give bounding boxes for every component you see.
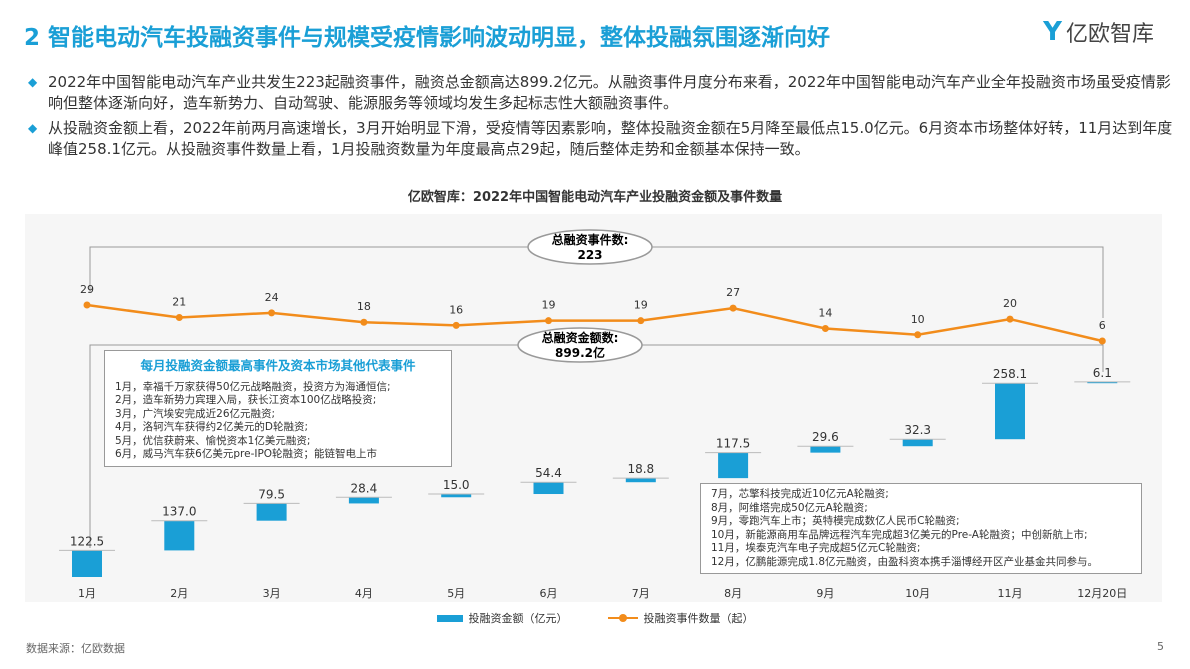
events-point [729, 304, 737, 312]
bar-label: 28.4 [351, 481, 378, 495]
event-line: 8月，阿维塔完成50亿元A轮融资; [711, 501, 868, 514]
bar-label: 29.6 [812, 430, 839, 444]
events-point [821, 324, 829, 332]
point-label: 14 [818, 306, 832, 319]
point-label: 29 [80, 283, 94, 296]
bar-label: 32.3 [904, 423, 931, 437]
x-tick-label: 9月 [816, 587, 834, 600]
event-line: 10月，新能源商用车品牌远程汽车完成超3亿美元的Pre-A轮融资；中创新航上市; [711, 528, 1088, 541]
bar-3月 [256, 503, 287, 521]
legend-line: 投融资事件数量（起） [607, 610, 754, 626]
point-label: 21 [172, 296, 186, 309]
bar-label: 79.5 [258, 487, 285, 501]
point-label: 24 [265, 291, 279, 304]
bar-10月 [902, 439, 933, 447]
events-point [268, 309, 276, 317]
legend-bar: 投融资金额（亿元） [436, 610, 568, 626]
point-label: 16 [449, 303, 463, 316]
bar-label: 6.1 [1093, 366, 1112, 380]
events-point [452, 321, 460, 329]
bar-8月 [718, 452, 749, 479]
events-box-h2: 7月，芯擎科技完成近10亿元A轮融资; 8月，阿维塔完成50亿元A轮融资; 9月，零… [700, 483, 1142, 574]
bar-label: 18.8 [627, 462, 654, 476]
page-number: 5 [1157, 640, 1164, 653]
bullet-1: 2022年中国智能电动汽车产业共发生223起融资事件，融资总金额高达899.2亿… [28, 72, 1178, 114]
event-line: 7月，芯擎科技完成近10亿元A轮融资; [711, 488, 889, 500]
bar-9月 [810, 446, 841, 453]
event-line: 2月，造车新势力宾理入局，获长江资本100亿战略投资; [115, 394, 377, 406]
bullet-2: 从投融资金额上看，2022年前两月高速增长，3月开始明显下滑，受疫情等因素影响，… [28, 118, 1178, 160]
events-point [637, 317, 645, 325]
bar-7月 [625, 478, 656, 483]
bar-label: 54.4 [535, 466, 562, 480]
event-line: 4月，洛轲汽车获得约2亿美元的D轮融资; [115, 421, 308, 433]
logo-icon: Y [1043, 17, 1062, 47]
x-tick-label: 5月 [447, 587, 465, 600]
event-line: 11月，埃泰克汽车电子完成超5亿元C轮融资; [711, 542, 921, 554]
events-box-h1: 每月投融资金额最高事件及资本市场其他代表事件 1月，幸福千万家获得50亿元战略融… [104, 350, 452, 467]
page-title: 2 智能电动汽车投融资事件与规模受疫情影响波动明显，整体投融氛围逐渐向好 [24, 25, 831, 51]
total-label: 总融资事件数: [552, 232, 629, 247]
amount-total-ellipse [517, 327, 643, 363]
bar-label: 137.0 [162, 505, 196, 519]
events-point [1098, 337, 1106, 345]
box-heading: 每月投融资金额最高事件及资本市场其他代表事件 [140, 358, 416, 373]
x-tick-label: 3月 [263, 587, 281, 600]
events-point [1006, 315, 1014, 323]
bar-12月20日 [1087, 381, 1118, 384]
total-label: 总融资金额数: [542, 330, 619, 345]
x-tick-label: 11月 [998, 587, 1023, 600]
point-label: 18 [357, 300, 371, 313]
x-tick-label: 10月 [905, 587, 930, 600]
point-label: 10 [911, 313, 925, 326]
x-tick-label: 2月 [170, 587, 188, 600]
data-source: 数据来源：亿欧数据 [26, 642, 125, 655]
total-value: 223 [577, 248, 602, 262]
event-line: 9月，零跑汽车上市；英特模完成数亿人民币C轮融资; [711, 515, 960, 527]
point-label: 6 [1099, 319, 1106, 332]
x-tick-label: 8月 [724, 587, 742, 600]
event-line: 1月，幸福千万家获得50亿元战略融资，投资方为海通恒信; [115, 380, 391, 393]
bar-2月 [164, 520, 195, 551]
chart-title: 亿欧智库：2022年中国智能电动汽车产业投融资金额及事件数量 [407, 190, 783, 205]
bar-4月 [348, 497, 379, 504]
point-label: 27 [726, 286, 740, 299]
x-tick-label: 4月 [355, 587, 373, 600]
bar-1月 [72, 550, 102, 577]
events-point [175, 314, 183, 322]
bar-5月 [441, 494, 472, 498]
point-label: 20 [1003, 297, 1017, 310]
bar-11月 [995, 383, 1025, 440]
bar-label: 258.1 [993, 367, 1027, 381]
logo: Y 亿欧智库 [1043, 17, 1154, 47]
legend: 投融资金额（亿元） 投融资事件数量（起） [0, 610, 1190, 626]
events-point [83, 301, 91, 309]
event-line: 3月，广汽埃安完成近26亿元融资; [115, 407, 276, 420]
x-tick-label: 12月20日 [1077, 587, 1127, 600]
bar-6月 [533, 482, 564, 495]
events-total-ellipse [527, 229, 653, 265]
x-tick-label: 6月 [540, 587, 558, 600]
total-value: 899.2亿 [555, 345, 605, 360]
event-line: 5月，优信获蔚来、愉悦资本1亿美元融资; [115, 434, 311, 447]
events-point [914, 331, 922, 339]
point-label: 19 [542, 299, 556, 312]
bar-label: 15.0 [443, 478, 470, 492]
x-tick-label: 7月 [632, 587, 650, 600]
point-label: 19 [634, 299, 648, 312]
bar-label: 122.5 [70, 534, 104, 548]
events-point [545, 317, 552, 325]
event-line: 12月，亿鹏能源完成1.8亿元融资，由盈科资本携手淄博经开区产业基金共同参与。 [711, 555, 1099, 568]
bar-label: 117.5 [716, 437, 750, 451]
events-point [360, 318, 368, 326]
event-line: 6月，威马汽车获6亿美元pre-IPO轮融资；能链智电上市 [115, 448, 378, 460]
events-line [86, 303, 1103, 343]
x-tick-label: 1月 [78, 587, 96, 600]
